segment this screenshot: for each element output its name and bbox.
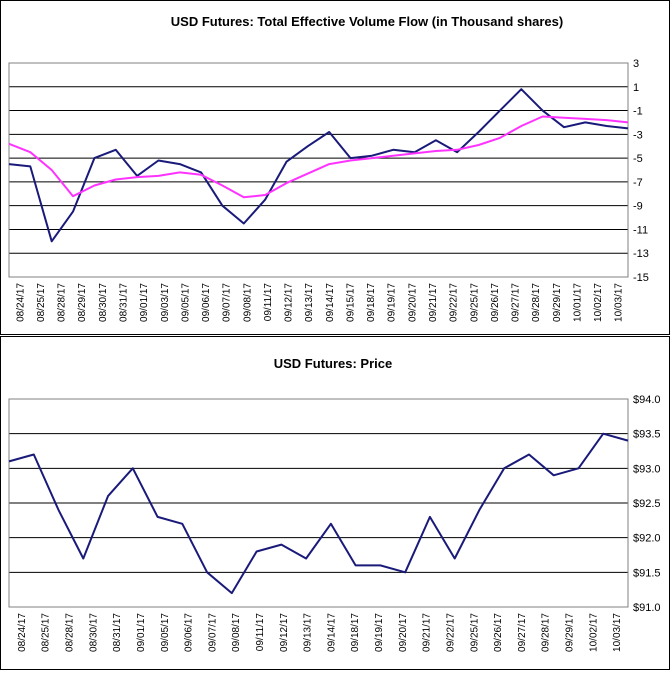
x-tick-label: 09/12/17: [284, 283, 295, 322]
x-tick-label: 09/20/17: [398, 613, 409, 652]
x-tick-label: 08/30/17: [98, 283, 109, 322]
x-tick-label: 09/06/17: [201, 283, 212, 322]
series-line-1: [8, 432, 629, 595]
x-tick-label: 09/14/17: [326, 613, 337, 652]
x-tick-label: 09/28/17: [541, 613, 552, 652]
x-tick-label: 08/29/17: [77, 283, 88, 322]
x-tick-label: 09/07/17: [207, 613, 218, 652]
x-tick-label: 08/28/17: [57, 283, 68, 322]
y-tick-label: 1: [633, 82, 639, 94]
y-tick-label: -7: [633, 177, 643, 189]
x-tick-label: 09/19/17: [387, 283, 398, 322]
x-tick-label: 09/19/17: [374, 613, 385, 652]
x-tick-label: 09/06/17: [184, 613, 195, 652]
x-tick-label: 09/08/17: [231, 613, 242, 652]
x-tick-label: 08/25/17: [41, 613, 52, 652]
y-tick-label: $91.0: [633, 602, 661, 614]
x-tick-label: 08/24/17: [17, 613, 28, 652]
chart-title: USD Futures: Total Effective Volume Flow…: [171, 14, 563, 29]
y-tick-label: -15: [633, 272, 649, 284]
y-tick-label: -13: [633, 248, 649, 260]
y-tick-label: $94.0: [633, 394, 661, 406]
plot-area: [8, 62, 629, 278]
x-tick-label: 09/29/17: [552, 283, 563, 322]
x-tick-label: 09/18/17: [350, 613, 361, 652]
y-tick-label: 3: [633, 58, 639, 70]
x-tick-label: 09/05/17: [160, 613, 171, 652]
x-tick-label: 08/24/17: [15, 283, 26, 322]
x-tick-label: 08/28/17: [65, 613, 76, 652]
x-tick-label: 09/12/17: [279, 613, 290, 652]
x-tick-label: 09/15/17: [345, 283, 356, 322]
x-tick-label: 09/27/17: [517, 613, 528, 652]
series-line-2: [8, 115, 629, 199]
x-tick-label: 09/27/17: [511, 283, 522, 322]
y-tick-label: $93.0: [633, 463, 661, 475]
x-tick-label: 09/05/17: [180, 283, 191, 322]
y-tick-label: -3: [633, 129, 643, 141]
x-tick-label: 09/13/17: [303, 613, 314, 652]
x-tick-label: 09/25/17: [469, 613, 480, 652]
x-tick-label: 08/30/17: [88, 613, 99, 652]
x-tick-label: 09/21/17: [428, 283, 439, 322]
x-tick-label: 09/11/17: [255, 613, 266, 652]
x-tick-label: 09/20/17: [407, 283, 418, 322]
y-tick-label: -9: [633, 201, 643, 213]
x-tick-label: 09/03/17: [160, 283, 171, 322]
y-tick-label: -11: [633, 224, 648, 236]
y-tick-label: $92.5: [633, 498, 661, 510]
x-tick-label: 09/01/17: [139, 283, 150, 322]
plot-area: [8, 398, 629, 608]
x-tick-label: 09/26/17: [490, 283, 501, 322]
chart-title: USD Futures: Price: [274, 356, 392, 371]
y-tick-label: $91.5: [633, 567, 661, 579]
y-tick-label: -1: [633, 106, 643, 118]
x-tick-label: 09/26/17: [493, 613, 504, 652]
y-tick-label: $92.0: [633, 533, 661, 545]
price-chart-panel: USD Futures: Price $94.0 $93.5 $93.0 $92.5 $…: [0, 336, 670, 670]
x-tick-label: 09/22/17: [449, 283, 460, 322]
x-tick-label: 10/03/17: [614, 283, 625, 322]
x-tick-label: 10/02/17: [588, 613, 599, 652]
x-tick-label: 09/11/17: [263, 283, 274, 322]
x-tick-label: 09/08/17: [242, 283, 253, 322]
x-tick-label: 09/07/17: [222, 283, 233, 322]
series-line-1: [8, 88, 629, 243]
volume-flow-chart-panel: USD Futures: Total Effective Volume Flow…: [0, 0, 670, 335]
x-tick-label: 08/31/17: [112, 613, 123, 652]
x-tick-label: 09/21/17: [422, 613, 433, 652]
y-tick-label: -5: [633, 153, 643, 165]
x-tick-label: 10/03/17: [612, 613, 623, 652]
x-tick-label: 08/25/17: [36, 283, 47, 322]
volume-flow-chart: USD Futures: Total Effective Volume Flow…: [8, 14, 649, 322]
x-tick-label: 10/02/17: [593, 283, 604, 322]
x-tick-label: 09/29/17: [564, 613, 575, 652]
x-tick-label: 10/01/17: [572, 283, 583, 322]
x-tick-label: 09/22/17: [445, 613, 456, 652]
x-tick-label: 09/25/17: [469, 283, 480, 322]
price-chart: USD Futures: Price $94.0 $93.5 $93.0 $92.5 $…: [8, 356, 661, 652]
x-tick-label: 08/31/17: [118, 283, 129, 322]
x-tick-label: 09/01/17: [136, 613, 147, 652]
y-tick-label: $93.5: [633, 429, 661, 441]
x-tick-label: 09/14/17: [325, 283, 336, 322]
x-tick-label: 09/13/17: [304, 283, 315, 322]
x-tick-label: 09/28/17: [531, 283, 542, 322]
x-tick-label: 09/18/17: [366, 283, 377, 322]
